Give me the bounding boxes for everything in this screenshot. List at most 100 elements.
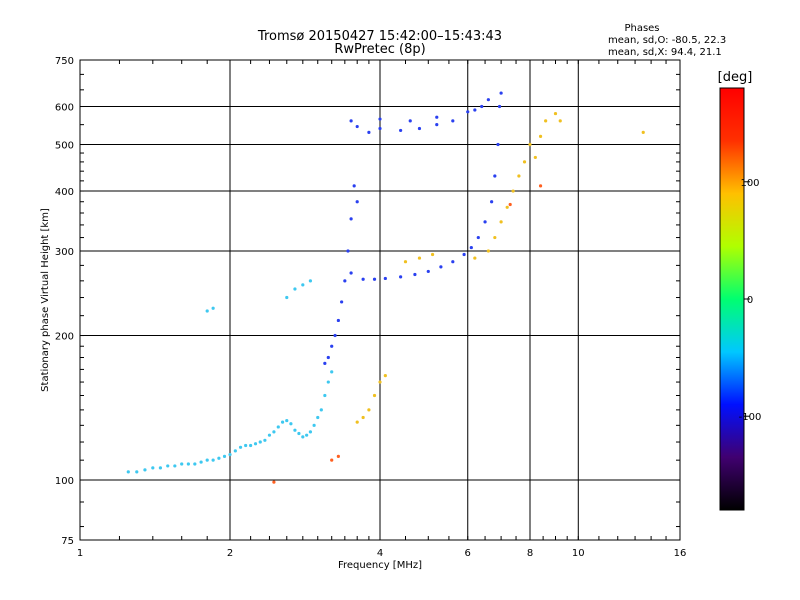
data-point xyxy=(493,174,497,178)
data-point xyxy=(462,252,466,257)
data-point xyxy=(355,200,359,204)
x-axis-label: Frequency [MHz] xyxy=(338,560,422,571)
data-point xyxy=(480,104,484,109)
phases-x-line: mean, sd,X: 94.4, 21.1 xyxy=(608,47,722,58)
colorbar-ticks: 100 0 -100 xyxy=(739,178,762,423)
data-point xyxy=(399,275,403,279)
x-tick-label: 16 xyxy=(674,548,687,559)
data-point xyxy=(205,309,209,313)
y-tick-label: 200 xyxy=(55,332,74,343)
data-point xyxy=(505,205,509,209)
data-point xyxy=(258,440,262,444)
colorbar xyxy=(719,87,745,511)
data-point xyxy=(352,184,356,188)
phases-heading: Phases xyxy=(624,23,659,34)
data-point xyxy=(372,277,377,281)
data-point xyxy=(308,430,313,434)
data-point xyxy=(343,279,347,283)
data-point xyxy=(553,111,558,116)
data-point xyxy=(336,454,340,459)
data-point xyxy=(408,119,412,123)
data-point xyxy=(244,443,248,448)
data-point xyxy=(511,189,515,193)
axes: 1 2 4 6 8 10 16 75 100 200 300 400 500 600 750 xyxy=(55,56,686,559)
data-point xyxy=(323,361,327,365)
y-tick-label: 300 xyxy=(55,247,74,258)
data-point xyxy=(297,431,301,436)
data-point xyxy=(267,433,272,437)
data-point xyxy=(346,249,350,253)
data-point xyxy=(323,393,327,398)
data-point xyxy=(508,202,512,207)
data-point xyxy=(476,235,480,240)
data-point xyxy=(496,142,500,147)
data-point xyxy=(473,108,477,112)
colorbar-tick-label: 0 xyxy=(747,295,753,306)
data-point xyxy=(305,433,309,437)
data-point xyxy=(308,279,313,283)
data-point xyxy=(293,287,297,291)
data-point xyxy=(340,300,344,304)
data-point xyxy=(158,466,163,470)
data-point xyxy=(439,265,443,269)
data-point xyxy=(367,408,371,412)
data-point xyxy=(285,418,289,423)
data-point xyxy=(217,456,221,460)
data-point xyxy=(319,408,323,412)
data-point xyxy=(238,445,243,449)
data-points xyxy=(126,91,645,484)
data-point xyxy=(538,184,543,188)
data-point xyxy=(403,260,408,264)
data-point xyxy=(486,98,490,102)
data-point xyxy=(333,333,337,338)
data-point xyxy=(486,249,490,253)
data-point xyxy=(301,435,305,439)
data-point xyxy=(222,454,227,459)
colorbar-label: [deg] xyxy=(718,70,753,85)
data-point xyxy=(451,260,455,264)
data-point xyxy=(493,235,497,240)
data-point xyxy=(538,134,543,138)
data-point xyxy=(367,130,371,134)
data-point xyxy=(228,452,232,457)
data-point xyxy=(499,91,503,95)
data-point xyxy=(349,119,353,123)
y-tick-label: 100 xyxy=(55,476,74,487)
colorbar-tick-label: 100 xyxy=(740,178,759,189)
data-point xyxy=(497,104,502,109)
data-point xyxy=(285,295,289,300)
data-point xyxy=(316,415,320,420)
y-tick-label: 750 xyxy=(55,56,74,67)
data-point xyxy=(435,123,439,127)
data-point xyxy=(355,124,359,129)
data-point xyxy=(533,155,537,160)
grid-lines xyxy=(80,60,680,540)
data-point xyxy=(126,470,130,474)
data-point xyxy=(293,428,297,432)
data-point xyxy=(522,160,527,164)
data-point xyxy=(289,422,293,426)
data-point xyxy=(193,462,197,466)
data-point xyxy=(312,423,316,427)
data-point xyxy=(233,449,237,453)
y-tick-label: 400 xyxy=(55,187,74,198)
data-point xyxy=(641,130,645,134)
data-point xyxy=(211,458,215,462)
data-point xyxy=(349,217,353,221)
data-point xyxy=(378,117,382,121)
data-point xyxy=(205,458,209,462)
x-tick-label: 6 xyxy=(465,548,471,559)
data-point xyxy=(413,272,417,277)
data-point xyxy=(383,276,387,281)
x-tick-label: 1 xyxy=(77,548,83,559)
y-axis-label: Stationary phase Virtual Height [km] xyxy=(40,208,51,392)
data-point xyxy=(466,110,470,114)
data-point xyxy=(528,142,532,147)
data-point xyxy=(143,468,147,472)
data-point xyxy=(558,119,562,123)
data-point xyxy=(426,269,430,274)
y-tick-label: 500 xyxy=(55,141,74,152)
data-point xyxy=(186,462,190,466)
data-point xyxy=(276,425,280,429)
data-point xyxy=(483,220,487,224)
